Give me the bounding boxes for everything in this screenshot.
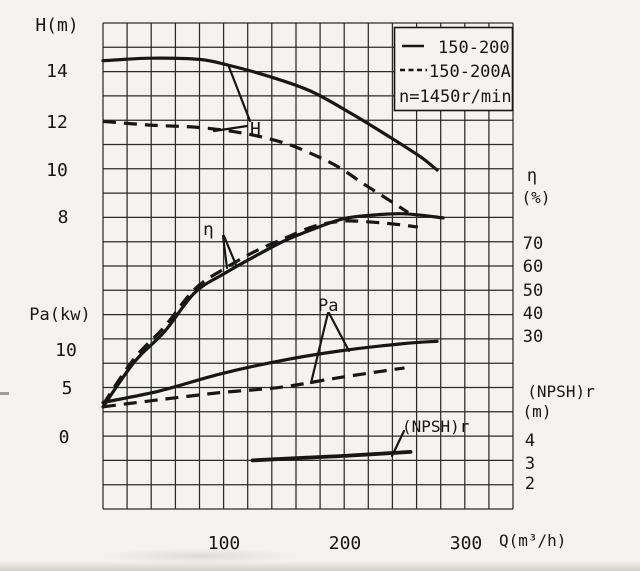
efficiency-tick-70: 70 — [523, 234, 543, 254]
npsh-axis-title: (NPSH)r — [527, 382, 595, 401]
grid — [102, 22, 514, 510]
curve-label-npshr: (NPSH)r — [402, 417, 470, 436]
power-tick-10: 10 — [55, 340, 77, 361]
flow-tick-100: 100 — [208, 533, 241, 554]
flow-tick-300: 300 — [450, 533, 483, 554]
npsh-axis-unit: (m) — [523, 402, 552, 421]
head-label-leader — [212, 65, 252, 133]
power-label-leader — [309, 311, 351, 385]
legend-label-150-200A: 150-200A — [429, 62, 511, 82]
curve-label-head: H — [250, 119, 261, 140]
scan-edge-mark — [0, 392, 9, 395]
head-tick-12: 12 — [46, 112, 68, 133]
power-tick-5: 5 — [62, 378, 73, 399]
efficiency-tick-30: 30 — [523, 327, 543, 347]
curve-head-150-200A — [102, 119, 409, 214]
legend: 150-200 150-200A n=1450r/min — [393, 26, 514, 112]
scan-smudge — [95, 548, 305, 564]
head-tick-14: 14 — [46, 61, 68, 82]
efficiency-tick-50: 50 — [523, 281, 543, 301]
curve-label-efficiency: η — [203, 219, 214, 240]
efficiency-axis-title: η — [527, 166, 537, 186]
curve-power-150-200 — [101, 339, 439, 404]
head-tick-8: 8 — [58, 207, 69, 228]
legend-speed-note: n=1450r/min — [399, 87, 512, 107]
head-axis-title: H(m) — [35, 15, 78, 36]
flow-tick-200: 200 — [329, 533, 362, 554]
efficiency-axis-unit: (%) — [522, 188, 551, 207]
curve-label-power: Pa — [318, 296, 338, 316]
legend-box — [393, 26, 514, 112]
scan-bottom-shadow — [0, 561, 640, 571]
head-tick-10: 10 — [46, 160, 68, 181]
efficiency-label-leader — [221, 234, 238, 270]
npsh-tick-3: 3 — [525, 454, 535, 474]
npsh-tick-4: 4 — [525, 431, 535, 451]
curve-efficiency-150-200A — [101, 219, 419, 406]
curve-head-150-200 — [101, 56, 439, 172]
power-tick-0: 0 — [59, 427, 70, 448]
curve-npshr — [250, 450, 413, 463]
flow-axis-title: Q(m³/h) — [499, 531, 566, 550]
efficiency-tick-40: 40 — [523, 304, 543, 324]
legend-label-150-200: 150-200 — [438, 38, 510, 58]
curve-power-150-200A — [102, 366, 405, 409]
power-axis-title: Pa(kw) — [29, 305, 90, 325]
efficiency-tick-60: 60 — [523, 257, 543, 277]
npshr-label-leader — [390, 429, 406, 458]
curve-efficiency-150-200 — [101, 212, 445, 409]
npsh-tick-2: 2 — [525, 474, 535, 494]
